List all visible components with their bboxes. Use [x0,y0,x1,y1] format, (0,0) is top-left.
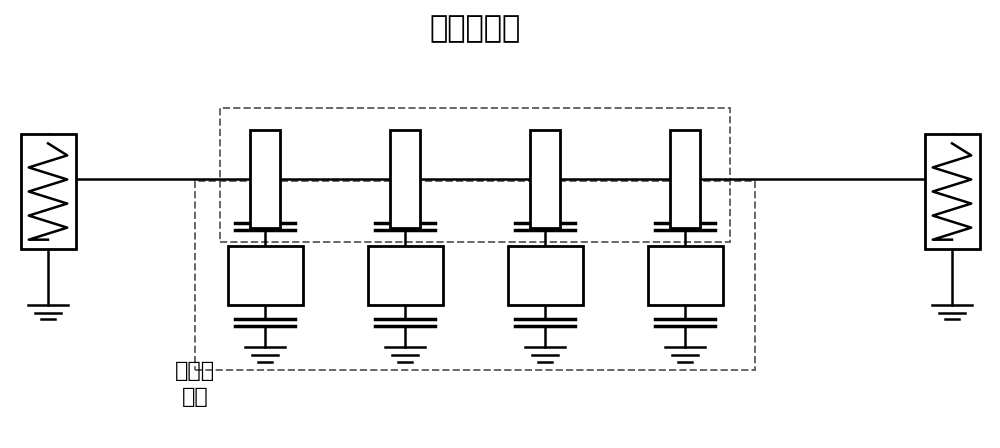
Bar [648,246,723,305]
Bar [368,246,443,305]
Bar [220,108,730,242]
Bar [508,246,582,305]
Bar [530,130,560,228]
Text: 并联谐
振器: 并联谐 振器 [175,361,215,407]
Bar [250,130,280,228]
Bar [195,181,755,370]
Bar [924,134,980,249]
Bar [20,134,76,249]
Bar [228,246,302,305]
Bar [670,130,700,228]
Bar [390,130,420,228]
Text: 串联谐振器: 串联谐振器 [429,15,521,43]
